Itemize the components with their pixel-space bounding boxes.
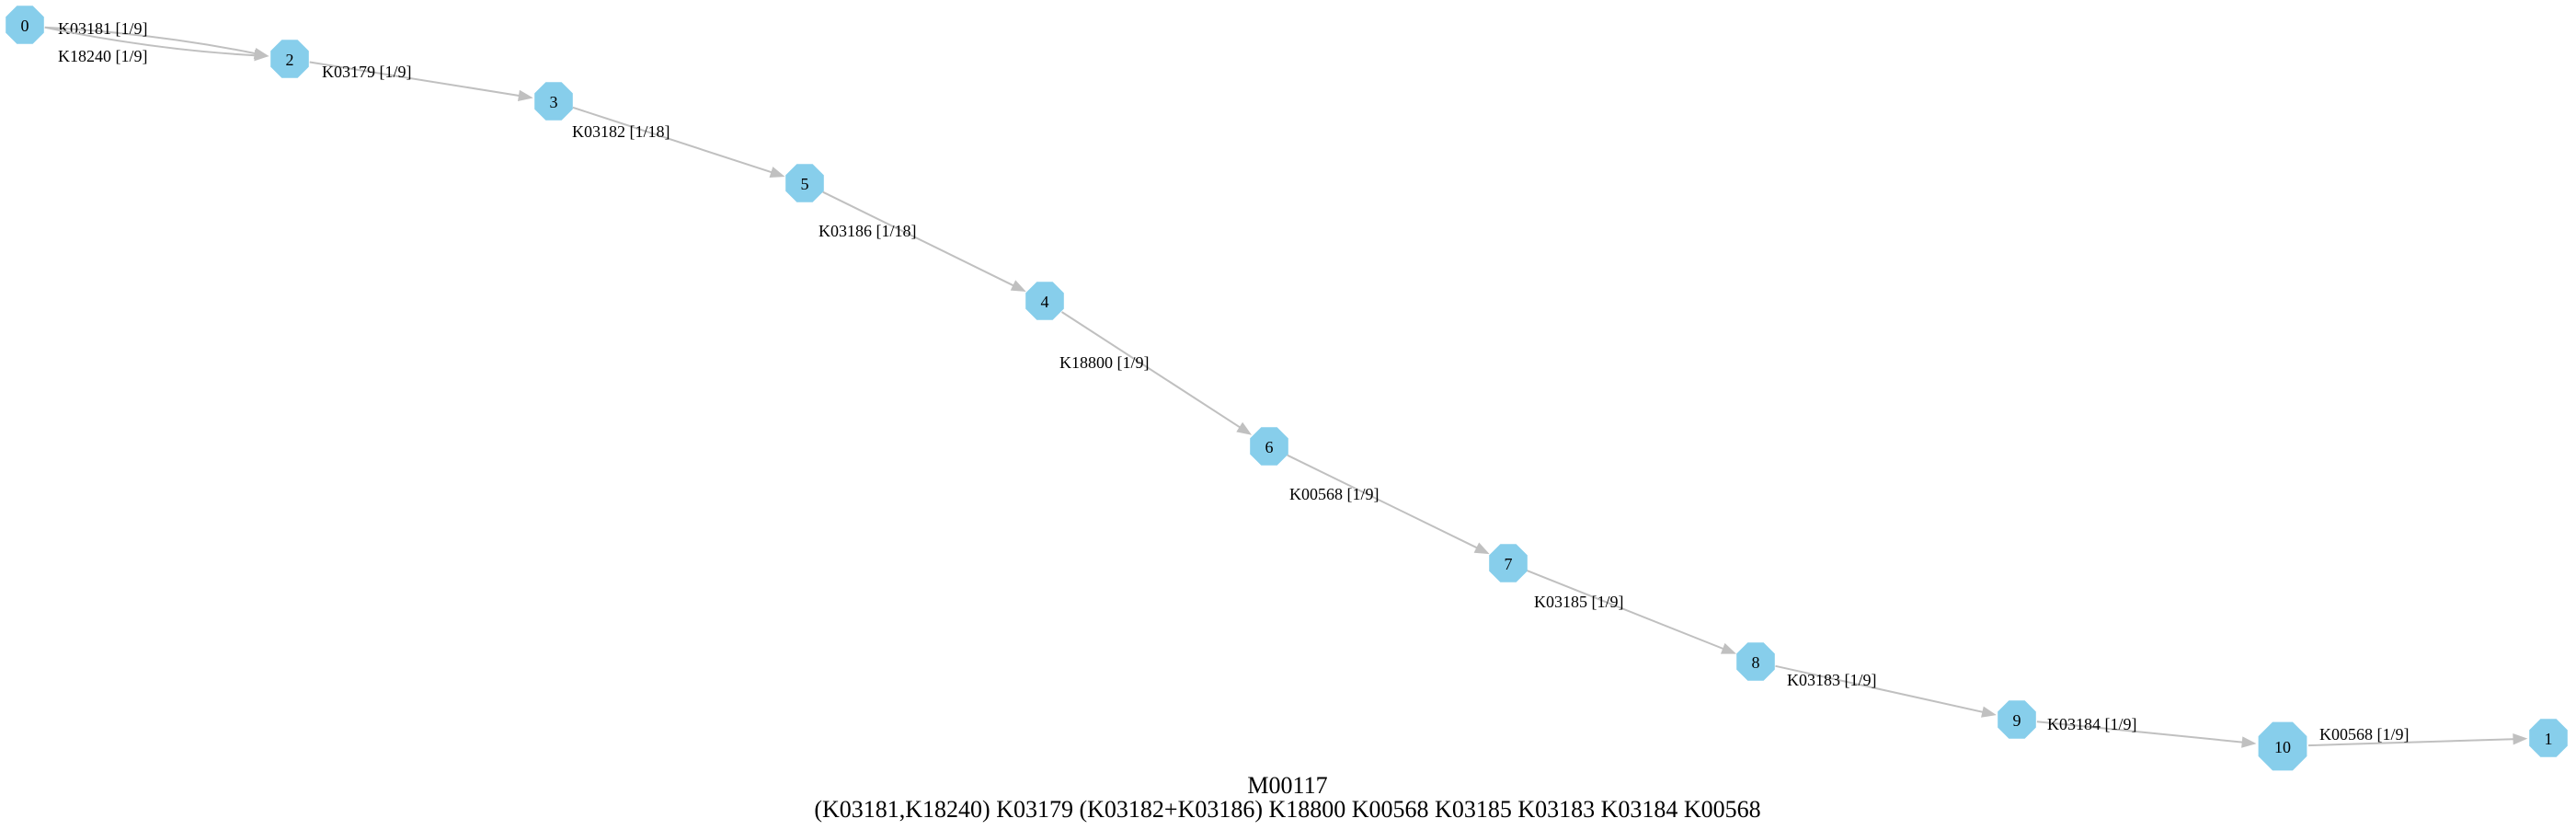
node-6: 6 xyxy=(1250,427,1288,466)
arrowhead-icon xyxy=(2513,732,2528,745)
edge-line xyxy=(44,26,256,57)
edge-line xyxy=(1775,664,1984,713)
edge-2-3: K03179 [1/9] xyxy=(309,61,533,102)
node-label: 5 xyxy=(801,175,809,193)
edge-0-2: K18240 [1/9] xyxy=(44,26,269,65)
node-label: 10 xyxy=(2274,738,2291,756)
edge-line xyxy=(1287,454,1478,549)
edge-line xyxy=(309,61,520,97)
node-octagon-shape xyxy=(1025,282,1064,320)
node-1: 1 xyxy=(2529,719,2568,757)
node-label: 0 xyxy=(21,17,29,35)
edge-line xyxy=(2036,720,2243,744)
node-8: 8 xyxy=(1736,642,1775,681)
node-octagon-shape xyxy=(1489,544,1528,582)
arrowhead-icon xyxy=(2241,736,2257,748)
arrowhead-icon xyxy=(1720,642,1736,654)
edge-line xyxy=(1060,311,1241,429)
arrowhead-icon xyxy=(1473,542,1490,555)
edges-layer: K03181 [1/9] K18240 [1/9] K03179 [1/9] K031… xyxy=(44,19,2528,748)
node-label: 8 xyxy=(1752,653,1760,672)
node-octagon-shape xyxy=(2529,719,2568,757)
edge-label: K03185 [1/9] xyxy=(1534,593,1624,611)
edge-5-4: K03186 [1/18] xyxy=(819,190,1026,293)
arrowhead-icon xyxy=(1981,706,1997,718)
edge-label: K03186 [1/18] xyxy=(819,222,917,240)
edge-3-5: K03182 [1/18] xyxy=(572,106,785,179)
node-octagon-shape xyxy=(6,6,44,44)
node-2: 2 xyxy=(270,40,309,78)
arrowhead-icon xyxy=(1236,421,1253,435)
edge-label: K18240 [1/9] xyxy=(58,47,148,65)
edge-9-10: K03184 [1/9] xyxy=(2036,715,2257,748)
node-3: 3 xyxy=(534,82,573,121)
node-octagon-shape xyxy=(2258,721,2307,771)
edge-10-1: K00568 [1/9] xyxy=(2307,725,2528,747)
node-octagon-shape xyxy=(1736,642,1775,681)
edge-8-9: K03183 [1/9] xyxy=(1775,664,1997,718)
nodes-layer: 0 2 3 5 4 6 7 8 9 10 1 xyxy=(6,6,2568,771)
edge-label: K00568 [1/9] xyxy=(1289,485,1380,503)
module-definition: (K03181,K18240) K03179 (K03182+K03186) K… xyxy=(814,796,1760,823)
node-4: 4 xyxy=(1025,282,1064,320)
edge-line xyxy=(1527,570,1724,650)
edge-line xyxy=(822,190,1014,287)
edge-line xyxy=(2307,738,2514,747)
node-0: 0 xyxy=(6,6,44,44)
edge-label: K00568 [1/9] xyxy=(2319,725,2410,744)
node-label: 4 xyxy=(1041,293,1049,311)
node-octagon-shape xyxy=(785,164,824,202)
node-label: 2 xyxy=(286,51,294,69)
node-label: 6 xyxy=(1265,438,1274,456)
edge-label: K03184 [1/9] xyxy=(2047,715,2137,733)
node-5: 5 xyxy=(785,164,824,202)
edge-label: K03183 [1/9] xyxy=(1787,671,1877,689)
node-label: 1 xyxy=(2545,730,2553,748)
edge-4-6: K18800 [1/9] xyxy=(1059,311,1253,435)
node-label: 3 xyxy=(550,93,558,111)
edge-line xyxy=(572,106,773,174)
node-10: 10 xyxy=(2258,721,2307,771)
arrowhead-icon xyxy=(254,49,269,62)
node-octagon-shape xyxy=(1998,700,2036,739)
node-label: 7 xyxy=(1505,555,1513,573)
node-9: 9 xyxy=(1998,700,2036,739)
arrowhead-icon xyxy=(769,167,785,179)
edge-6-7: K00568 [1/9] xyxy=(1287,454,1490,555)
node-label: 9 xyxy=(2013,711,2021,730)
node-octagon-shape xyxy=(270,40,309,78)
edge-label: K03181 [1/9] xyxy=(58,19,148,38)
node-octagon-shape xyxy=(534,82,573,121)
arrowhead-icon xyxy=(1010,280,1026,293)
arrowhead-icon xyxy=(517,89,533,102)
edge-label: K03182 [1/18] xyxy=(572,122,670,141)
edge-7-8: K03185 [1/9] xyxy=(1527,570,1736,654)
node-octagon-shape xyxy=(1250,427,1288,466)
module-title: M00117 xyxy=(1247,772,1327,799)
node-7: 7 xyxy=(1489,544,1528,582)
edge-label: K03179 [1/9] xyxy=(322,63,412,81)
edge-label: K18800 [1/9] xyxy=(1059,353,1150,372)
edge-line xyxy=(44,26,256,55)
